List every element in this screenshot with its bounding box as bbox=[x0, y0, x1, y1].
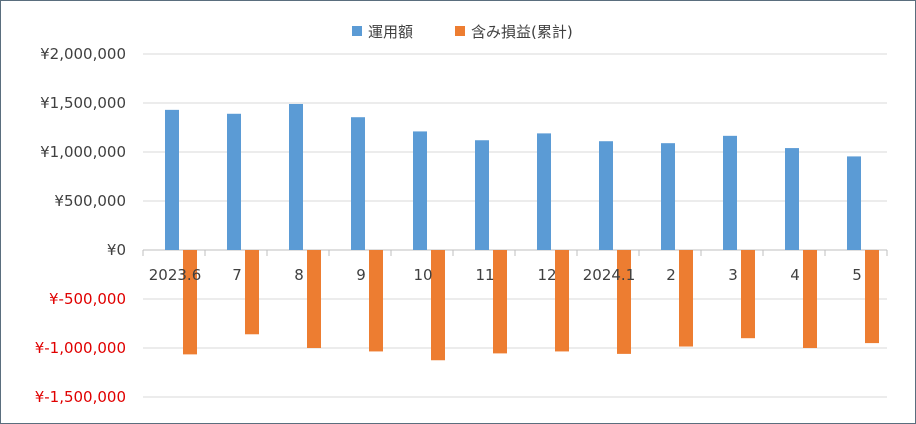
y-tick-label: ¥-1,500,000 bbox=[35, 388, 126, 406]
bar-operating-amount bbox=[351, 117, 365, 251]
x-category-label: 10 bbox=[413, 266, 432, 284]
x-category-label: 11 bbox=[475, 266, 494, 284]
bar-unrealized-pl bbox=[865, 250, 879, 344]
y-axis-ticks: ¥2,000,000 ¥1,500,000 ¥1,000,000 ¥500,000 ¥0… bbox=[35, 45, 126, 406]
bar-unrealized-pl bbox=[369, 250, 383, 352]
bar-unrealized-pl bbox=[493, 250, 507, 354]
bar-unrealized-pl bbox=[679, 250, 693, 347]
bar-operating-amount bbox=[537, 133, 551, 250]
bar-operating-amount bbox=[847, 156, 861, 250]
x-category-label: 4 bbox=[790, 266, 800, 284]
bar-operating-amount bbox=[785, 148, 799, 250]
bar-operating-amount bbox=[413, 131, 427, 250]
x-category-label: 7 bbox=[232, 266, 242, 284]
y-tick-label: ¥1,500,000 bbox=[40, 94, 126, 112]
bar-unrealized-pl bbox=[555, 250, 569, 352]
bar-unrealized-pl bbox=[803, 250, 817, 348]
x-category-label: 5 bbox=[852, 266, 862, 284]
bar-operating-amount bbox=[165, 109, 179, 250]
bar-unrealized-pl bbox=[741, 250, 755, 339]
bar-operating-amount bbox=[599, 141, 613, 250]
y-tick-label: ¥0 bbox=[107, 241, 126, 259]
bar-operating-amount bbox=[661, 143, 675, 250]
bar-operating-amount bbox=[289, 103, 303, 250]
x-category-label: 8 bbox=[294, 266, 304, 284]
legend-label: 運用額 bbox=[368, 23, 413, 41]
gridlines bbox=[143, 53, 887, 398]
bar-unrealized-pl bbox=[183, 250, 197, 355]
y-tick-label: ¥1,000,000 bbox=[40, 143, 126, 161]
y-tick-label: ¥2,000,000 bbox=[40, 45, 126, 63]
y-tick-label: ¥500,000 bbox=[54, 192, 126, 210]
bar-operating-amount bbox=[723, 135, 737, 250]
x-category-label: 9 bbox=[356, 266, 366, 284]
bar-operating-amount bbox=[475, 140, 489, 250]
bar-unrealized-pl bbox=[245, 250, 259, 335]
x-category-label: 2 bbox=[666, 266, 676, 284]
bar-unrealized-pl bbox=[617, 250, 631, 354]
bars bbox=[165, 103, 879, 361]
bar-operating-amount bbox=[227, 113, 241, 250]
bar-unrealized-pl bbox=[307, 250, 321, 348]
x-category-label: 12 bbox=[537, 266, 556, 284]
legend-swatch bbox=[352, 26, 362, 36]
y-tick-label: ¥-1,000,000 bbox=[35, 339, 126, 357]
bar-unrealized-pl bbox=[431, 250, 445, 361]
x-category-label: 3 bbox=[728, 266, 738, 284]
legend: 運用額 含み損益(累計) bbox=[352, 23, 573, 41]
y-tick-label: ¥-500,000 bbox=[49, 290, 126, 308]
legend-label: 含み損益(累計) bbox=[471, 23, 573, 41]
x-category-label: 2023.6 bbox=[149, 266, 202, 284]
x-category-label: 2024.1 bbox=[583, 266, 636, 284]
legend-swatch bbox=[455, 26, 465, 36]
x-axis-categories: 2023.6 7 8 9 10 11 12 2024.1 2 3 4 5 bbox=[142, 250, 888, 284]
